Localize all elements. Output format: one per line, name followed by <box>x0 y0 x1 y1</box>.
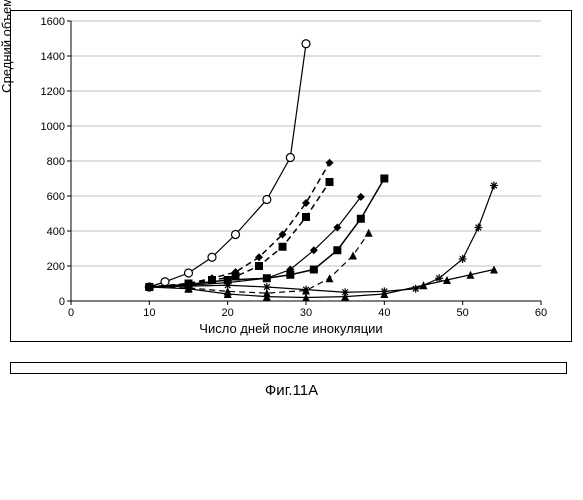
svg-text:1400: 1400 <box>41 51 65 63</box>
svg-text:20: 20 <box>222 307 234 319</box>
svg-text:200: 200 <box>47 261 65 273</box>
svg-text:30: 30 <box>300 307 312 319</box>
plot-svg: 0 200 400 600 800 1000 1200 1400 1600 0 10 20 30 40 50… <box>11 11 571 341</box>
svg-text:1200: 1200 <box>41 86 65 98</box>
svg-text:1600: 1600 <box>41 16 65 28</box>
x-axis-label: Число дней после инокуляции <box>199 321 382 336</box>
legend-box <box>10 362 567 374</box>
svg-text:0: 0 <box>68 307 74 319</box>
svg-text:40: 40 <box>378 307 390 319</box>
figure-caption: Фиг.11А <box>10 382 573 399</box>
svg-text:0: 0 <box>59 296 65 308</box>
svg-text:600: 600 <box>47 191 65 203</box>
svg-text:60: 60 <box>535 307 547 319</box>
svg-text:50: 50 <box>457 307 469 319</box>
chart-area: Средний объем опухоли (мм3) 020040060080… <box>10 10 572 342</box>
svg-text:10: 10 <box>143 307 155 319</box>
svg-text:400: 400 <box>47 226 65 238</box>
svg-text:800: 800 <box>47 156 65 168</box>
figure-container: Средний объем опухоли (мм3) 020040060080… <box>10 10 573 399</box>
svg-text:1000: 1000 <box>41 121 65 133</box>
